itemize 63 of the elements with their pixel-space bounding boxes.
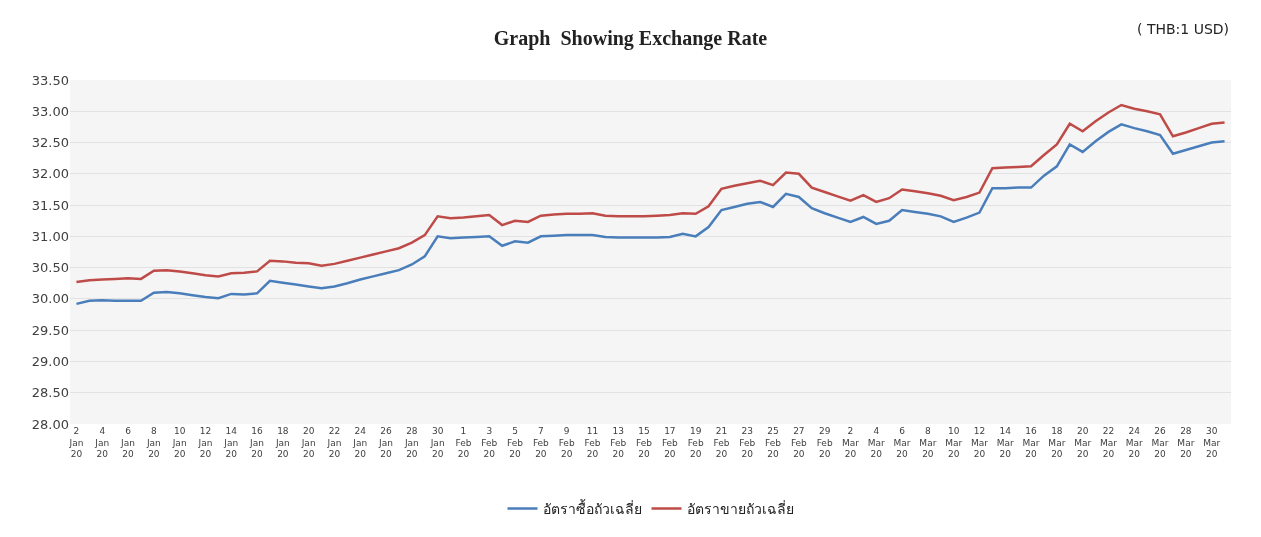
x-tick-label: 6 Jan 20 bbox=[120, 426, 135, 460]
y-tick-label: 32.50 bbox=[31, 135, 69, 151]
x-tick-label: 22 Jan 20 bbox=[326, 426, 342, 460]
x-tick-label: 3 Feb 20 bbox=[481, 426, 498, 460]
y-tick-label: 33.00 bbox=[31, 103, 69, 119]
chart-title: Graph Showing Exchange Rate bbox=[493, 26, 768, 50]
x-tick-label: 18 Jan 20 bbox=[274, 426, 290, 460]
x-tick-label: 25 Feb 20 bbox=[765, 426, 782, 460]
x-tick-label: 16 Mar 20 bbox=[1022, 426, 1040, 460]
x-tick-label: 28 Jan 20 bbox=[403, 426, 419, 460]
x-tick-label: 7 Feb 20 bbox=[532, 426, 550, 460]
x-tick-label: 9 Feb 20 bbox=[558, 426, 575, 460]
x-tick-label: 6 Mar 20 bbox=[893, 426, 911, 460]
x-tick-label: 10 Jan 20 bbox=[171, 426, 187, 460]
x-tick-label: 24 Jan 20 bbox=[352, 426, 368, 460]
x-tick-label: 5 Feb 20 bbox=[507, 426, 524, 460]
legend-label: อัตราซื้อถัวเฉลี่ย bbox=[542, 498, 642, 517]
x-tick-label: 4 Mar 20 bbox=[867, 426, 886, 460]
text: ( THB:1 USD) bbox=[1137, 21, 1230, 37]
x-tick-label: 1 Feb 20 bbox=[455, 426, 472, 460]
x-tick-label: 23 Feb 20 bbox=[739, 426, 756, 460]
x-tick-label: 18 Mar 20 bbox=[1048, 426, 1066, 460]
x-tick-label: 14 Jan 20 bbox=[223, 426, 239, 460]
x-tick-label: 16 Jan 20 bbox=[249, 426, 264, 460]
x-tick-label: 20 Mar 20 bbox=[1074, 426, 1092, 460]
y-tick-label: 30.00 bbox=[31, 291, 69, 307]
x-tick-label: 8 Jan 20 bbox=[145, 426, 161, 460]
x-tick-label: 12 Mar 20 bbox=[970, 426, 989, 460]
x-tick-label: 8 Mar 20 bbox=[919, 426, 937, 460]
y-tick-label: 30.50 bbox=[31, 260, 69, 276]
x-tick-label: 17 Feb 20 bbox=[661, 426, 679, 460]
x-tick-label: 24 Mar 20 bbox=[1125, 426, 1144, 460]
x-tick-label: 4 Jan 20 bbox=[94, 426, 110, 460]
x-tick-label: 2 Mar 20 bbox=[841, 426, 860, 460]
y-tick-label: 31.00 bbox=[31, 228, 69, 244]
x-tick-label: 20 Jan 20 bbox=[300, 426, 316, 460]
x-tick-label: 14 Mar 20 bbox=[996, 426, 1015, 460]
x-tick-label: 30 Mar 20 bbox=[1203, 426, 1221, 460]
y-tick-label: 29.00 bbox=[31, 354, 69, 369]
y-tick-label: 28.00 bbox=[31, 416, 69, 432]
y-tick-label: 33.50 bbox=[31, 72, 69, 88]
x-tick-label: 21 Feb 20 bbox=[713, 426, 730, 460]
legend-label: อัตราขายถัวเฉลี่ย bbox=[686, 499, 794, 517]
x-tick-label: 26 Jan 20 bbox=[378, 426, 393, 460]
x-tick-label: 30 Jan 20 bbox=[429, 426, 445, 460]
y-tick-label: 28.50 bbox=[31, 385, 69, 401]
x-tick-label: 12 Jan 20 bbox=[197, 426, 213, 460]
line-series bbox=[75, 123, 1226, 306]
x-tick-label: 15 Feb 20 bbox=[636, 426, 653, 460]
x-tick-label: 27 Feb 20 bbox=[790, 426, 808, 460]
x-tick-label: 29 Feb 20 bbox=[816, 426, 833, 460]
y-tick-label: 29.50 bbox=[31, 322, 69, 338]
x-tick-label: 10 Mar 20 bbox=[945, 426, 963, 460]
x-tick-label: 19 Feb 20 bbox=[687, 426, 704, 460]
y-tick-label: 32.00 bbox=[31, 166, 69, 182]
x-tick-label: 13 Feb 20 bbox=[610, 426, 627, 460]
x-tick-label: 2 Jan 20 bbox=[68, 426, 84, 460]
x-tick-label: 28 Mar 20 bbox=[1177, 426, 1195, 460]
x-tick-label: 11 Feb 20 bbox=[584, 426, 601, 460]
y-tick-label: 31.50 bbox=[31, 197, 69, 213]
x-tick-label: 26 Mar 20 bbox=[1151, 426, 1169, 460]
line-series bbox=[75, 103, 1226, 284]
x-tick-label: 22 Mar 20 bbox=[1099, 426, 1118, 460]
